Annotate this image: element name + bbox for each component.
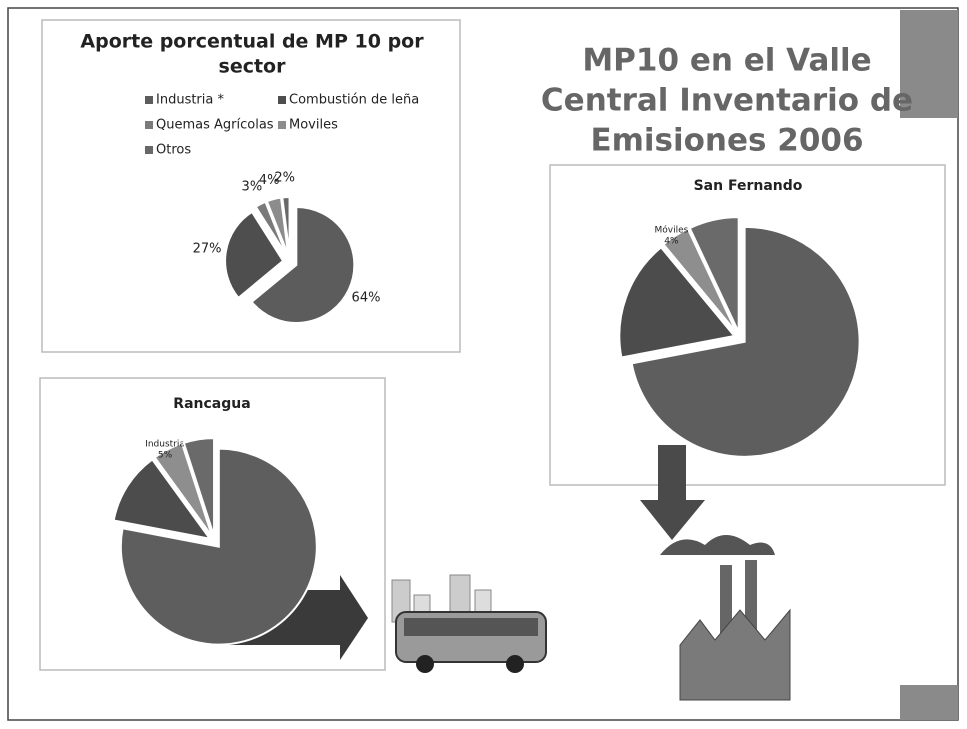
chart-title: Rancagua — [173, 396, 250, 412]
pie-slice — [254, 200, 288, 257]
pie-slice — [250, 205, 356, 324]
corner-block — [900, 10, 958, 118]
slide-title: MP10 en el Valle — [582, 43, 871, 79]
chart-title: Aporte porcentual de MP 10 por — [80, 31, 424, 53]
pie-slice — [662, 227, 738, 334]
slide-title: Central Inventario de — [541, 83, 913, 119]
data-label: 64% — [352, 290, 381, 305]
data-label: 5% — [158, 450, 173, 460]
city-bus-icon — [391, 574, 547, 673]
legend-label: Industria * — [156, 93, 224, 108]
data-label: 4% — [664, 236, 679, 246]
legend-label: Combustión de leña — [289, 93, 419, 108]
chart-title: San Fernando — [694, 178, 803, 194]
legend-label: Moviles — [289, 118, 338, 133]
data-label: 3% — [242, 180, 263, 195]
legend-swatch — [278, 96, 286, 104]
legend-swatch — [145, 121, 153, 129]
slide-title: Emisiones 2006 — [590, 123, 863, 159]
pie-slice — [112, 458, 213, 541]
corner-block — [900, 685, 958, 720]
factory-icon — [660, 535, 791, 701]
pie-slice — [153, 442, 214, 538]
data-label: 4% — [259, 173, 280, 188]
legend-label: Quemas Agrícolas — [156, 118, 274, 133]
chart-box — [41, 19, 461, 353]
chart-title: sector — [219, 56, 287, 78]
legend-label: Otros — [156, 143, 191, 158]
legend-swatch — [145, 96, 153, 104]
data-label: 27% — [193, 241, 222, 256]
pie-slice — [182, 437, 216, 537]
pie-slice — [688, 216, 740, 333]
pie-slice — [224, 210, 285, 300]
pie-slice — [281, 196, 291, 256]
pie-slice — [119, 447, 318, 646]
pie-slice — [618, 245, 737, 359]
arrow — [640, 445, 705, 540]
legend-swatch — [145, 146, 153, 154]
slice-label: Móviles — [655, 224, 689, 235]
legend-swatch — [278, 121, 286, 129]
data-label: 2% — [274, 171, 295, 186]
pie-slice — [630, 225, 861, 458]
pie-slice — [265, 196, 290, 256]
slice-label: Industria — [145, 439, 185, 449]
